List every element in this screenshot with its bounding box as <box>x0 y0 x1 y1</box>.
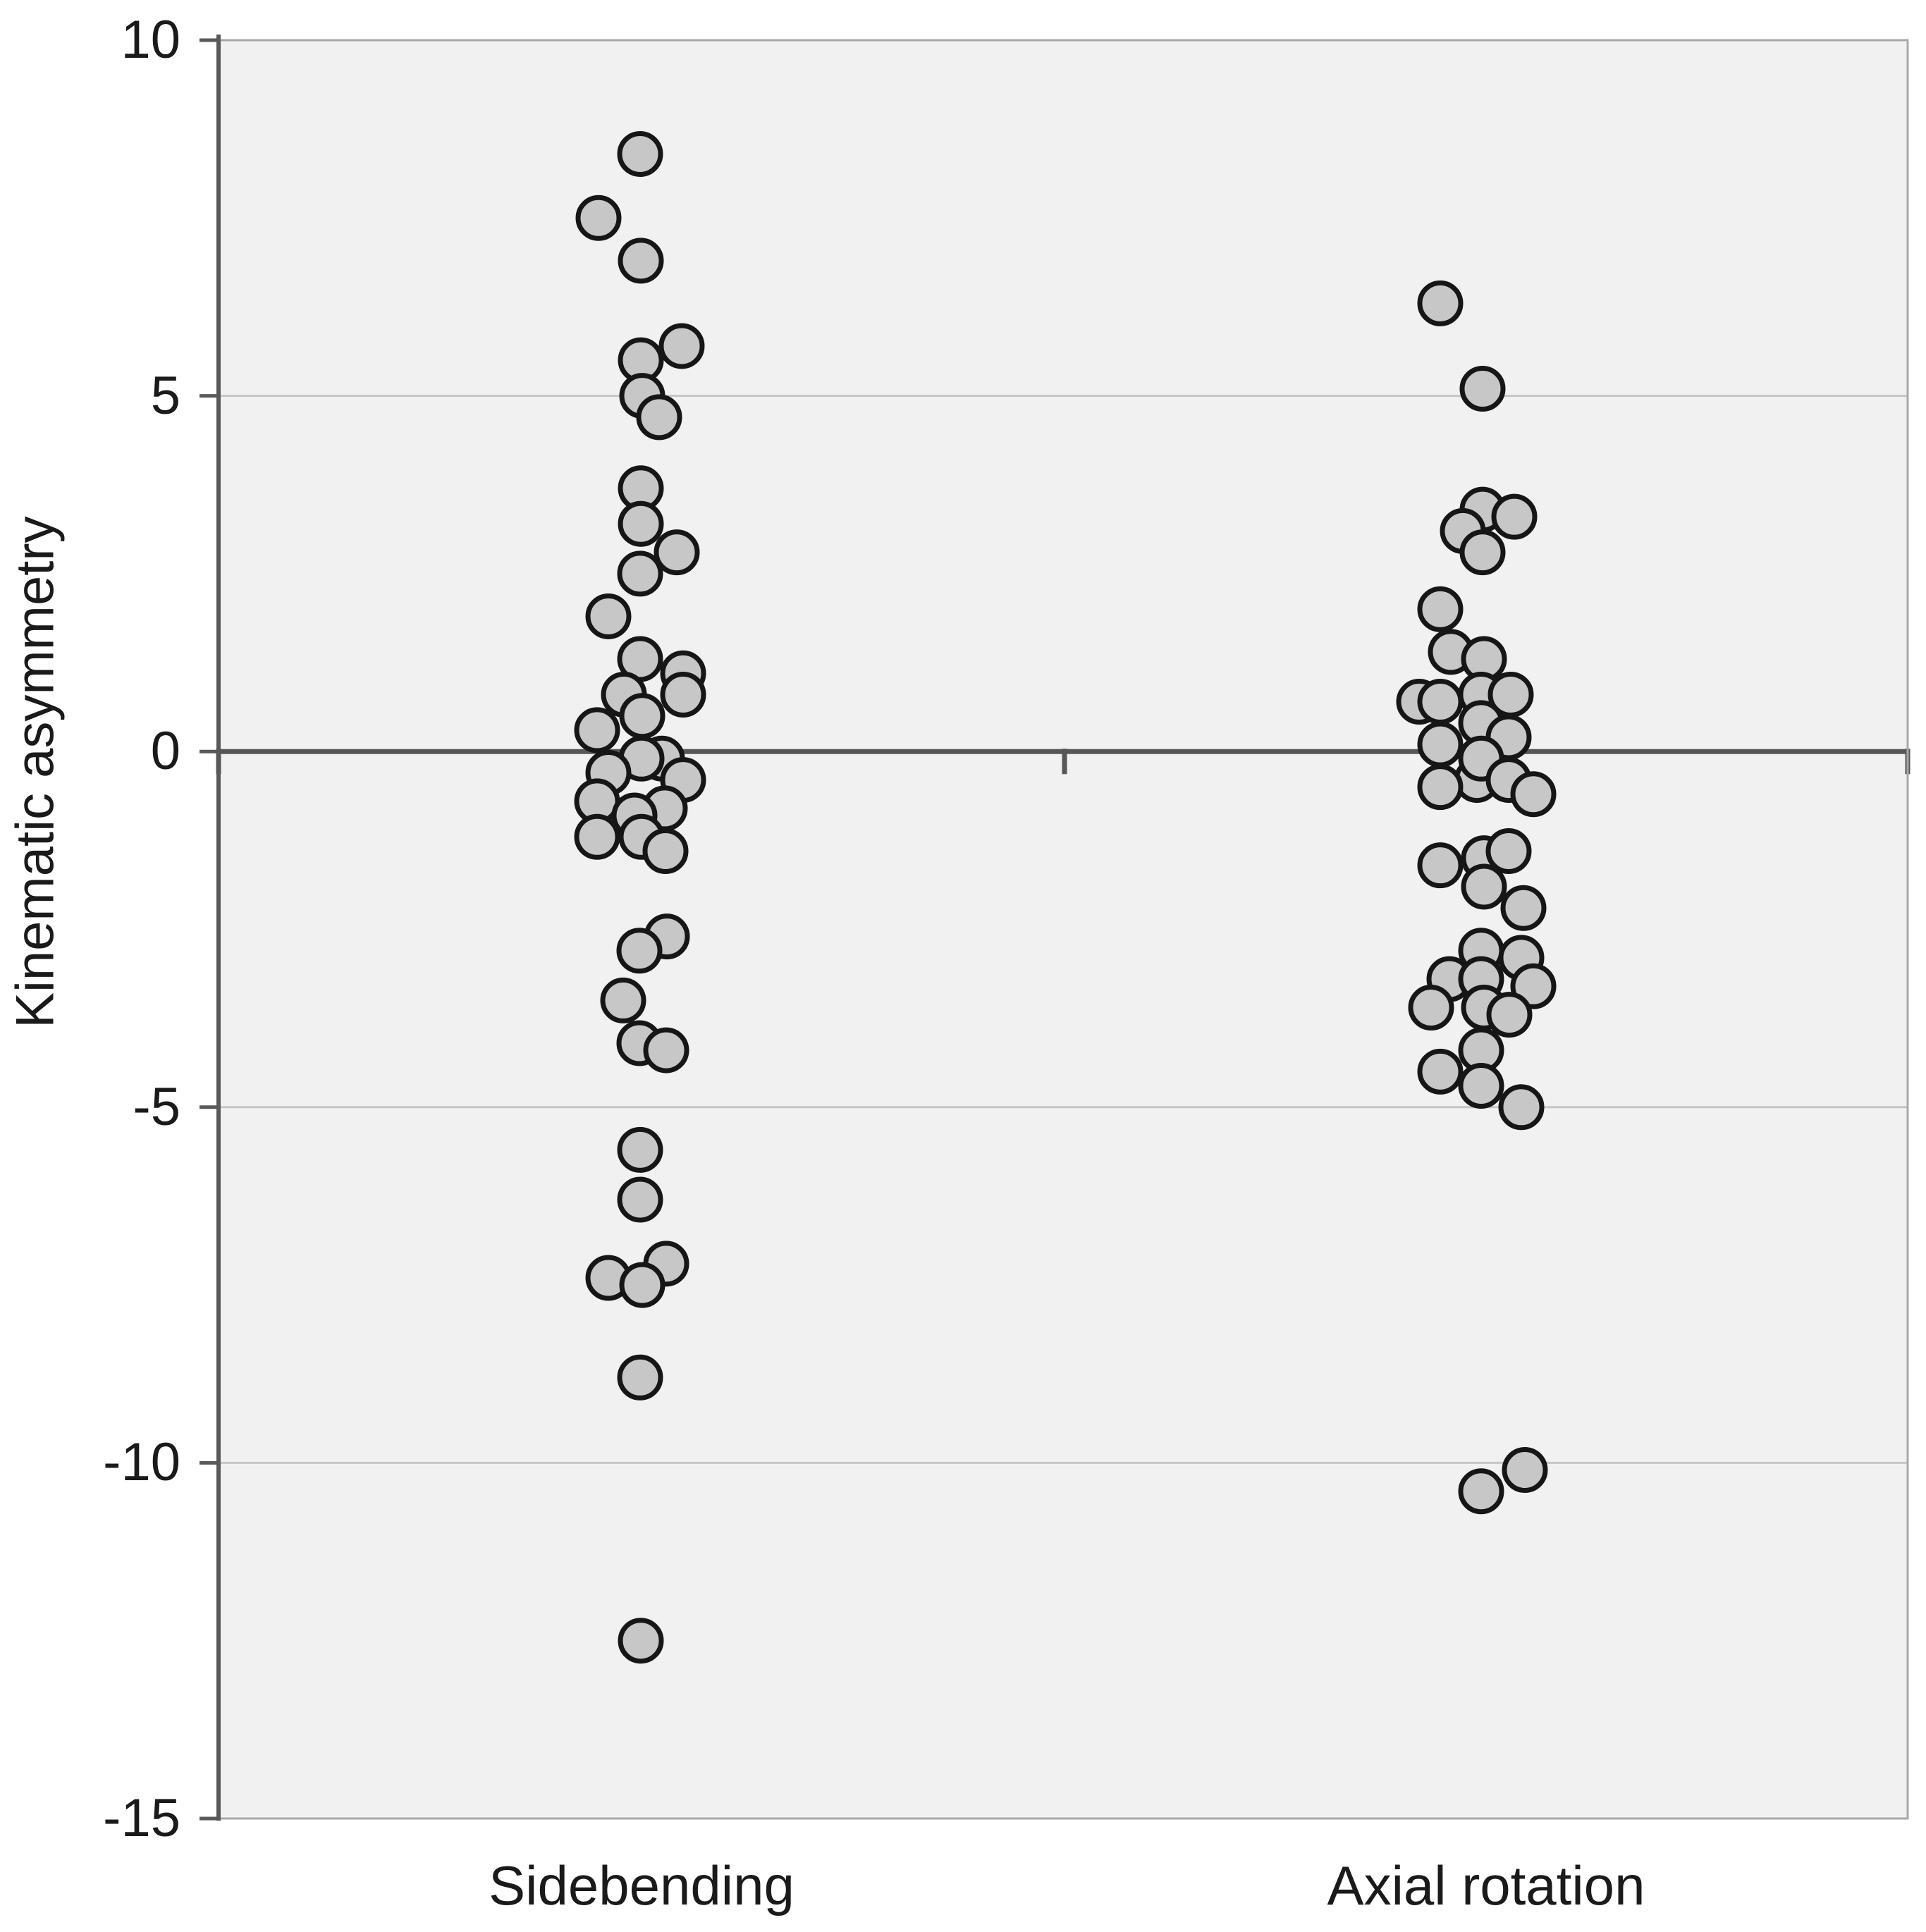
data-point <box>617 1126 663 1173</box>
data-point <box>1491 493 1538 540</box>
data-point <box>619 1262 665 1308</box>
data-point <box>643 1027 689 1073</box>
data-point <box>617 550 663 597</box>
data-point <box>1417 679 1464 725</box>
data-point <box>574 707 620 753</box>
data-point <box>617 1176 663 1223</box>
data-point <box>1417 1048 1464 1095</box>
data-point <box>654 529 700 576</box>
y-tick-label: -15 <box>103 1788 180 1848</box>
data-point <box>600 977 646 1023</box>
data-point <box>574 813 620 860</box>
data-point <box>618 500 664 547</box>
y-tick-label: 0 <box>150 721 180 782</box>
data-point <box>617 1354 663 1401</box>
category-label: Sidebending <box>489 1854 795 1916</box>
plot-area-background <box>219 40 1908 1819</box>
data-point <box>1459 529 1506 576</box>
data-point <box>1498 1084 1545 1131</box>
data-point <box>636 394 682 441</box>
data-point <box>1417 721 1464 768</box>
data-point <box>1458 1468 1504 1515</box>
data-point <box>616 928 663 974</box>
data-point <box>575 195 622 241</box>
data-point <box>642 827 689 874</box>
data-point <box>658 323 705 369</box>
category-label: Axial rotation <box>1327 1854 1645 1916</box>
data-point <box>1408 985 1454 1031</box>
data-point <box>1461 863 1507 910</box>
data-point <box>1510 771 1557 818</box>
data-point <box>1417 586 1464 632</box>
y-tick-label: -10 <box>103 1432 180 1493</box>
data-point <box>660 671 706 718</box>
y-tick-label: 5 <box>150 365 180 426</box>
data-point <box>618 238 664 284</box>
y-tick-label: 10 <box>121 10 180 70</box>
data-point <box>1485 827 1532 874</box>
data-point <box>617 130 663 177</box>
data-point <box>1417 764 1464 811</box>
data-point <box>1502 1446 1548 1493</box>
data-point <box>1417 280 1464 326</box>
data-point <box>1500 885 1547 931</box>
data-point <box>619 693 665 739</box>
data-point <box>618 1618 664 1664</box>
data-point <box>585 593 632 639</box>
data-point <box>1458 1063 1504 1109</box>
data-point <box>1486 992 1533 1038</box>
data-point <box>1417 842 1464 889</box>
y-tick-label: -5 <box>133 1076 180 1137</box>
data-point <box>1459 366 1506 412</box>
